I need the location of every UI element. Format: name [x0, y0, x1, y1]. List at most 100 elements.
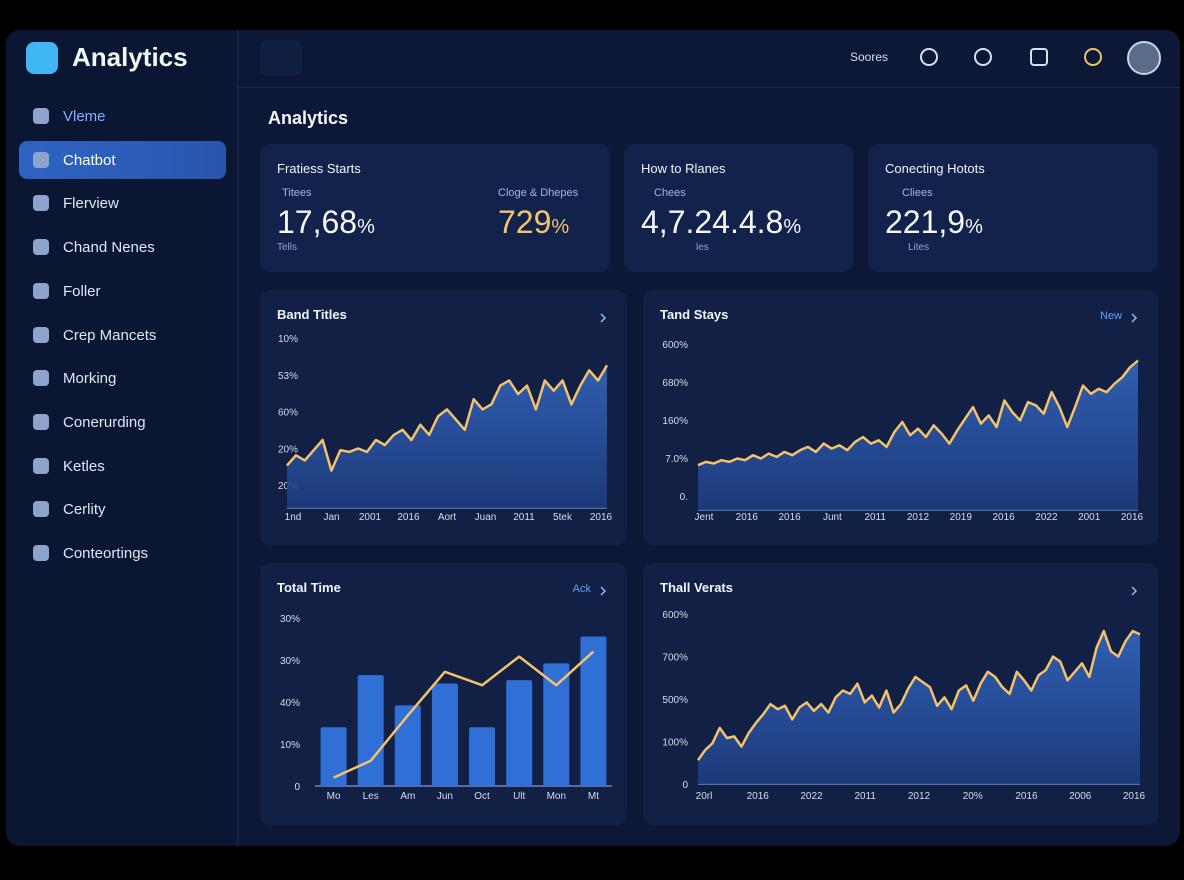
x-label: Aort	[438, 512, 457, 523]
chevron	[600, 586, 607, 596]
chart-title: Total Time	[277, 580, 341, 595]
x-label: 1nd	[285, 512, 302, 523]
card-foot: Tells	[277, 242, 298, 253]
nav-label: Morking	[63, 370, 117, 388]
y-label: 30%	[280, 656, 300, 667]
chart-link[interactable]: New	[1100, 310, 1122, 322]
y-label: 600%	[662, 610, 688, 621]
nav-label: Crep Mancets	[63, 326, 157, 344]
chevron	[1131, 586, 1138, 596]
stat-card: Fratiess Starts Titees 17,68% Tells Clog…	[260, 144, 610, 272]
y-label: 500%	[662, 695, 688, 706]
nav-icon	[33, 239, 49, 256]
x-label: 2012	[907, 512, 930, 523]
bar	[394, 705, 421, 786]
stat-card: Conecting Hotots Cliees 221,9% Lites	[868, 144, 1158, 272]
nav-icon	[33, 151, 49, 168]
nav-item[interactable]: Chatbot	[19, 140, 226, 179]
x-label: 2011	[864, 512, 886, 523]
x-label: 2022	[1035, 512, 1058, 523]
y-label: 700%	[662, 653, 688, 664]
nav-icon	[33, 108, 49, 124]
nav-icon	[33, 370, 49, 387]
x-label: Junt	[823, 512, 842, 523]
nav-item[interactable]: Cerlity	[19, 490, 226, 528]
card-title: How to Rlanes	[641, 161, 726, 176]
x-label: 2012	[908, 791, 931, 802]
nav-item[interactable]: Ketles	[19, 447, 226, 485]
x-label: 2011	[513, 512, 535, 523]
bar	[543, 663, 570, 786]
y-label: 600%	[662, 340, 688, 351]
value-unit: %	[357, 216, 375, 238]
nav-item[interactable]: Flerview	[19, 184, 226, 222]
bar	[320, 727, 347, 786]
search-label[interactable]: Soores	[850, 50, 889, 64]
x-label: 20%	[963, 791, 983, 802]
card-sub: Titees	[282, 187, 312, 199]
x-label: 2016	[992, 512, 1015, 523]
x-label: 2016	[1015, 791, 1038, 802]
nav-label: Conteortings	[63, 545, 149, 562]
x-label: 2016	[747, 791, 770, 802]
user-icon[interactable]	[920, 48, 938, 66]
nav-item[interactable]: Crep Mancets	[19, 316, 226, 354]
nav-icon	[33, 413, 49, 430]
x-label: 2006	[1069, 791, 1092, 802]
value-unit: %	[965, 216, 983, 238]
chart-panel: Tand Stays New 600% 680% 160% 7.0% 0. Jent 2016 2…	[643, 290, 1158, 545]
line	[333, 650, 595, 779]
x-label: 2022	[800, 791, 823, 802]
nav-icon	[33, 501, 49, 518]
chart: Total Time Ack 30% 30% 40% 10% 0 Mo Les Am Jun Oct U…	[277, 580, 612, 802]
nav-item[interactable]: Conerurding	[19, 403, 226, 441]
nav-icon	[33, 545, 49, 561]
y-label: 7.0%	[665, 454, 688, 465]
line	[286, 364, 609, 472]
card-sub: Cloge & Dhepes	[498, 187, 579, 199]
x-label: 2016	[778, 512, 801, 523]
nav-item[interactable]: Foller	[19, 272, 226, 310]
card-title: Fratiess Starts	[277, 161, 361, 176]
nav-item[interactable]: Conteortings	[19, 534, 226, 572]
value-text: 4,7.24.4.8	[641, 204, 784, 240]
value-text: 221,9	[885, 204, 966, 240]
y-label: 680%	[662, 378, 688, 389]
info-icon[interactable]	[1084, 48, 1102, 66]
value-unit: %	[551, 216, 570, 238]
x-label: Juan	[475, 512, 497, 523]
chart-link[interactable]: Ack	[573, 583, 592, 595]
x-label: Ult	[513, 791, 525, 802]
chart: Band Titles10%53%60%20%20%1ndJan20012016…	[277, 307, 613, 523]
card-value: 729%	[498, 204, 569, 241]
nav-item[interactable]: Chand Nenes	[19, 228, 226, 266]
nav-label: Conerurding	[63, 413, 146, 431]
x-label: Am	[400, 791, 415, 802]
app-window: Analytics Vleme Chatbot Flerview Chand Nene…	[6, 30, 1180, 846]
bar	[357, 675, 384, 786]
x-label: 2016	[397, 512, 420, 523]
chart-title: Thall Verats	[660, 580, 733, 595]
chart-title: Band Titles	[277, 307, 347, 322]
x-label: 2001	[359, 512, 382, 523]
nav-item[interactable]: Vleme	[19, 97, 226, 135]
settings-icon[interactable]	[974, 48, 992, 66]
page-title: Analytics	[268, 108, 349, 128]
nav-label: Vleme	[63, 108, 106, 125]
x-label: Les	[363, 791, 379, 802]
value-text: 17,68	[277, 204, 358, 240]
team-icon[interactable]	[1030, 48, 1048, 66]
x-label: Mon	[547, 791, 566, 802]
card-foot: Lites	[908, 242, 930, 253]
back-button[interactable]	[260, 40, 302, 76]
chart-panel: Band Titles10%53%60%20%20%1ndJan20012016…	[260, 290, 627, 545]
chart-panel: Thall Verats 600% 700% 500% 100% 0 20rl 2016 202…	[643, 563, 1158, 825]
y-label: 60%	[278, 408, 298, 419]
nav-item[interactable]: Morking	[19, 359, 226, 397]
chart: Thall Verats 600% 700% 500% 100% 0 20rl 2016 202…	[660, 580, 1146, 802]
x-label: 2016	[1123, 791, 1146, 802]
avatar[interactable]	[1127, 41, 1161, 75]
x-label: 2011	[854, 791, 876, 802]
chart-title: Tand Stays	[660, 307, 728, 322]
